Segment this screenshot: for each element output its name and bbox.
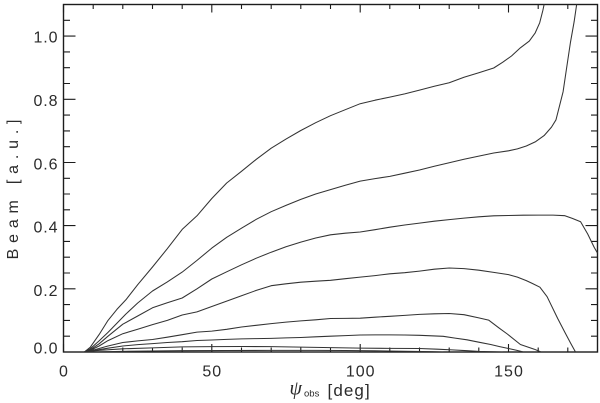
- svg-text:ψ: ψ: [290, 378, 303, 400]
- svg-text:0.0: 0.0: [33, 340, 58, 357]
- svg-text:1.0: 1.0: [33, 30, 58, 47]
- svg-text:150: 150: [494, 364, 524, 381]
- svg-text:50: 50: [202, 364, 222, 381]
- svg-text:[deg]: [deg]: [328, 381, 371, 400]
- svg-text:0.8: 0.8: [33, 93, 58, 110]
- svg-text:100: 100: [346, 364, 376, 381]
- svg-text:0.2: 0.2: [33, 283, 58, 300]
- svg-text:Beam [a.u.]: Beam [a.u.]: [5, 114, 22, 260]
- svg-text:0.4: 0.4: [33, 220, 58, 237]
- svg-text:0: 0: [59, 364, 68, 381]
- svg-text:obs: obs: [304, 389, 320, 400]
- svg-text:0.6: 0.6: [33, 156, 58, 173]
